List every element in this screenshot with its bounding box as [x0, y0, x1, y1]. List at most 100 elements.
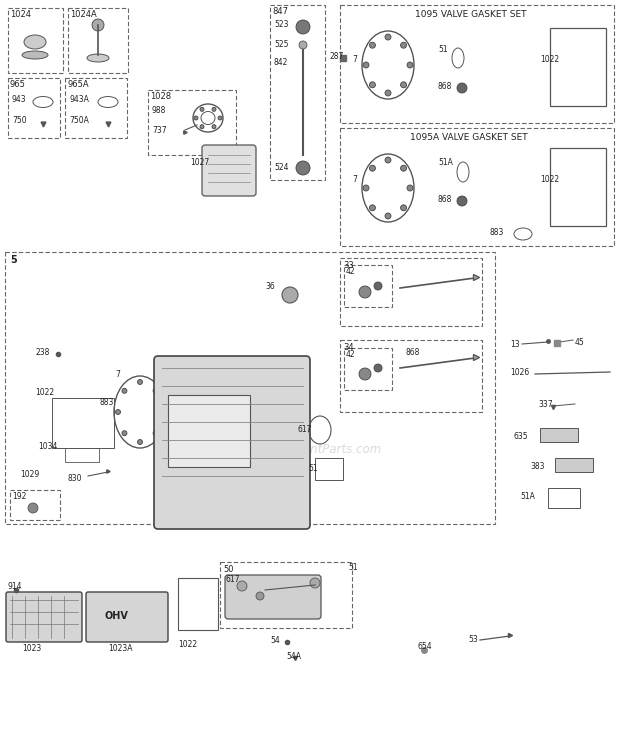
FancyBboxPatch shape — [86, 592, 168, 642]
Text: 1034: 1034 — [38, 442, 58, 451]
Text: 51A: 51A — [438, 158, 453, 167]
Text: 51: 51 — [348, 563, 358, 572]
Circle shape — [256, 592, 264, 600]
Text: 523: 523 — [274, 20, 288, 29]
Bar — [10, 490, 60, 520]
Bar — [550, 148, 606, 226]
Circle shape — [359, 286, 371, 298]
Circle shape — [153, 431, 158, 436]
Circle shape — [457, 196, 467, 206]
Bar — [315, 458, 343, 480]
Text: 51: 51 — [308, 464, 317, 473]
Circle shape — [194, 116, 198, 120]
Circle shape — [407, 185, 413, 191]
Text: 943: 943 — [12, 95, 27, 104]
Bar — [270, 5, 325, 180]
Text: 1023A: 1023A — [108, 644, 133, 653]
Circle shape — [200, 107, 204, 112]
Circle shape — [200, 125, 204, 129]
Text: 1095A VALVE GASKET SET: 1095A VALVE GASKET SET — [410, 133, 528, 142]
Text: 965A: 965A — [67, 80, 89, 89]
Circle shape — [28, 503, 38, 513]
Text: 847: 847 — [272, 7, 288, 16]
Circle shape — [374, 282, 382, 290]
Circle shape — [299, 41, 307, 49]
Circle shape — [138, 379, 143, 385]
Text: 914: 914 — [8, 582, 22, 591]
Text: 1024A: 1024A — [70, 10, 97, 19]
Text: 1024: 1024 — [10, 10, 31, 19]
Text: 36: 36 — [265, 282, 275, 291]
Text: 287: 287 — [330, 52, 344, 61]
Text: 883: 883 — [100, 398, 114, 407]
Circle shape — [401, 165, 407, 171]
Bar — [340, 340, 482, 412]
Text: 54: 54 — [270, 636, 280, 645]
Text: 1022: 1022 — [178, 640, 197, 649]
Circle shape — [138, 440, 143, 444]
Bar — [540, 428, 578, 442]
Text: 34: 34 — [343, 343, 353, 352]
Ellipse shape — [282, 287, 298, 303]
Text: 238: 238 — [35, 348, 50, 357]
FancyBboxPatch shape — [202, 145, 256, 196]
Circle shape — [401, 205, 407, 211]
Bar — [344, 348, 392, 390]
Text: 868: 868 — [405, 348, 419, 357]
Circle shape — [115, 409, 120, 414]
Text: 33: 33 — [343, 261, 354, 270]
Bar — [340, 258, 482, 326]
Text: 51A: 51A — [520, 492, 535, 501]
Text: 42: 42 — [346, 350, 356, 359]
FancyBboxPatch shape — [225, 575, 321, 619]
Bar — [340, 128, 614, 246]
Text: 750A: 750A — [69, 116, 89, 125]
Circle shape — [122, 431, 127, 436]
Text: 53: 53 — [468, 635, 478, 644]
Text: 842: 842 — [274, 58, 288, 67]
Text: 750: 750 — [12, 116, 27, 125]
Circle shape — [237, 581, 247, 591]
Text: 1022: 1022 — [540, 175, 559, 184]
Text: 50: 50 — [223, 565, 234, 574]
Text: 383: 383 — [530, 462, 544, 471]
Circle shape — [212, 125, 216, 129]
Circle shape — [363, 185, 369, 191]
Bar — [8, 8, 63, 73]
Text: 1027: 1027 — [190, 158, 210, 167]
Text: 1026: 1026 — [510, 368, 529, 377]
Circle shape — [370, 82, 376, 88]
Circle shape — [370, 165, 376, 171]
Circle shape — [122, 388, 127, 394]
Circle shape — [212, 107, 216, 112]
Text: 1022: 1022 — [35, 388, 54, 397]
Text: 1028: 1028 — [150, 92, 171, 101]
Circle shape — [385, 213, 391, 219]
Circle shape — [407, 62, 413, 68]
Text: eReplacementParts.com: eReplacementParts.com — [238, 443, 382, 457]
Bar — [344, 265, 392, 307]
Bar — [220, 562, 352, 628]
Circle shape — [370, 205, 376, 211]
Text: 943A: 943A — [69, 95, 89, 104]
Text: 635: 635 — [513, 432, 528, 441]
Circle shape — [92, 19, 104, 31]
Text: 524: 524 — [274, 163, 288, 172]
Ellipse shape — [22, 51, 48, 59]
Text: 54A: 54A — [286, 652, 301, 661]
Text: 737: 737 — [152, 126, 167, 135]
Circle shape — [457, 83, 467, 93]
Text: 7: 7 — [115, 370, 120, 379]
Text: 617: 617 — [225, 575, 239, 584]
Bar — [5, 252, 495, 524]
FancyBboxPatch shape — [6, 592, 82, 642]
Circle shape — [310, 578, 320, 588]
Bar — [555, 458, 593, 472]
Text: 42: 42 — [346, 267, 356, 276]
Text: 7: 7 — [352, 175, 357, 184]
Text: 988: 988 — [152, 106, 166, 115]
Ellipse shape — [87, 54, 109, 62]
Ellipse shape — [24, 35, 46, 49]
Circle shape — [363, 62, 369, 68]
Bar — [148, 90, 236, 155]
